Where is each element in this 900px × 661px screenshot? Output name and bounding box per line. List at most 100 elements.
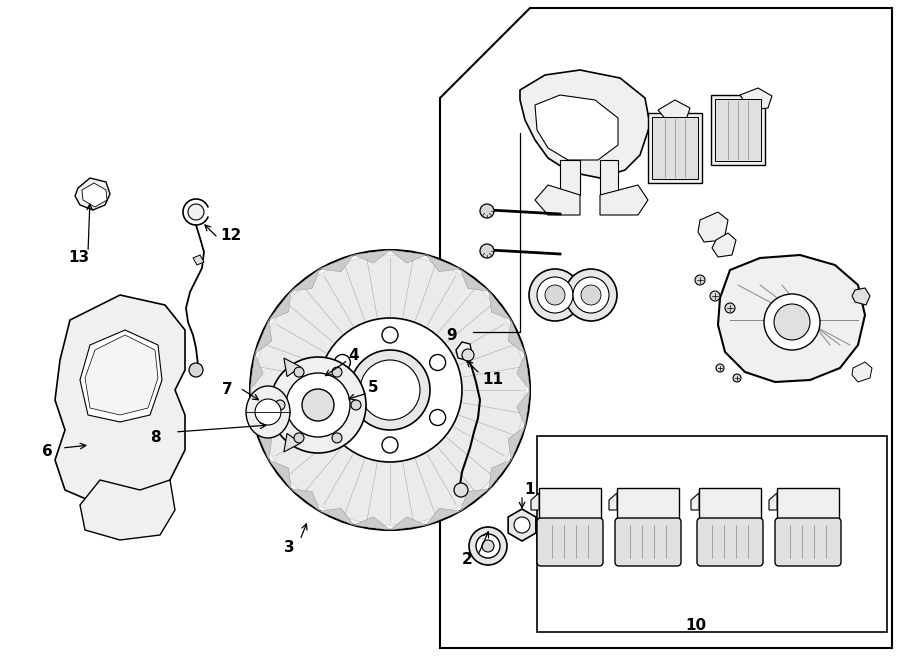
Polygon shape [517,390,530,426]
Polygon shape [456,342,472,360]
Polygon shape [250,354,263,390]
Circle shape [429,410,445,426]
Circle shape [454,483,468,497]
Circle shape [545,285,565,305]
Bar [537,436,887,632]
Circle shape [537,277,573,313]
Circle shape [294,433,304,443]
Polygon shape [711,95,765,165]
Text: 11: 11 [482,373,503,387]
Circle shape [514,517,530,533]
Polygon shape [508,426,526,460]
Polygon shape [427,508,460,525]
Circle shape [482,540,494,552]
Text: 13: 13 [68,251,89,266]
Polygon shape [535,95,618,160]
Polygon shape [284,434,301,452]
Polygon shape [852,288,870,305]
Polygon shape [648,113,702,183]
Polygon shape [600,185,648,215]
Polygon shape [193,255,204,265]
Polygon shape [284,358,301,377]
Circle shape [250,250,530,530]
Circle shape [725,303,735,313]
Polygon shape [715,99,761,161]
Polygon shape [539,488,601,520]
Text: 12: 12 [220,227,241,243]
Polygon shape [255,320,272,354]
Polygon shape [652,117,698,179]
Text: 9: 9 [446,327,456,342]
Circle shape [581,285,601,305]
Polygon shape [320,508,354,525]
Polygon shape [535,185,580,215]
FancyBboxPatch shape [775,518,841,566]
Polygon shape [777,488,839,520]
Polygon shape [55,295,185,505]
Polygon shape [699,488,761,520]
Polygon shape [769,493,777,510]
Circle shape [255,399,281,425]
Polygon shape [740,88,772,110]
Text: 3: 3 [284,541,294,555]
Polygon shape [269,460,291,489]
Text: 4: 4 [348,348,358,362]
FancyBboxPatch shape [615,518,681,566]
Circle shape [255,255,525,525]
Circle shape [565,269,617,321]
Polygon shape [698,212,728,242]
Text: 10: 10 [685,617,706,633]
Polygon shape [291,269,320,291]
Circle shape [764,294,820,350]
Circle shape [382,437,398,453]
Polygon shape [269,291,291,320]
Circle shape [733,374,741,382]
Polygon shape [718,255,865,382]
Circle shape [695,275,705,285]
Circle shape [335,354,350,371]
Polygon shape [85,335,158,415]
Circle shape [716,364,724,372]
Polygon shape [390,250,427,263]
Polygon shape [712,233,736,257]
Polygon shape [255,426,272,460]
Text: 1: 1 [524,483,535,498]
Circle shape [188,204,204,220]
Circle shape [360,360,420,420]
Polygon shape [250,390,263,426]
Text: 8: 8 [150,430,160,446]
Polygon shape [460,269,489,291]
Circle shape [286,373,350,437]
Polygon shape [427,254,460,272]
Circle shape [275,400,285,410]
Polygon shape [658,100,690,122]
Circle shape [469,527,507,565]
Circle shape [429,354,445,371]
Polygon shape [460,489,489,511]
Polygon shape [354,517,390,530]
Circle shape [294,367,304,377]
Circle shape [774,304,810,340]
FancyBboxPatch shape [697,518,763,566]
Circle shape [332,433,342,443]
Polygon shape [691,493,699,510]
Polygon shape [560,160,580,195]
Polygon shape [320,254,354,272]
Text: 7: 7 [222,383,232,397]
Polygon shape [75,178,110,210]
Polygon shape [609,493,617,510]
Polygon shape [80,330,162,422]
Circle shape [476,534,500,558]
FancyBboxPatch shape [537,518,603,566]
Circle shape [480,204,494,218]
Circle shape [710,291,720,301]
Polygon shape [508,320,526,354]
Circle shape [302,389,334,421]
Polygon shape [291,489,320,511]
Circle shape [462,349,474,361]
Polygon shape [489,291,511,320]
Ellipse shape [246,386,290,438]
Circle shape [351,400,361,410]
Circle shape [529,269,581,321]
Circle shape [350,350,430,430]
